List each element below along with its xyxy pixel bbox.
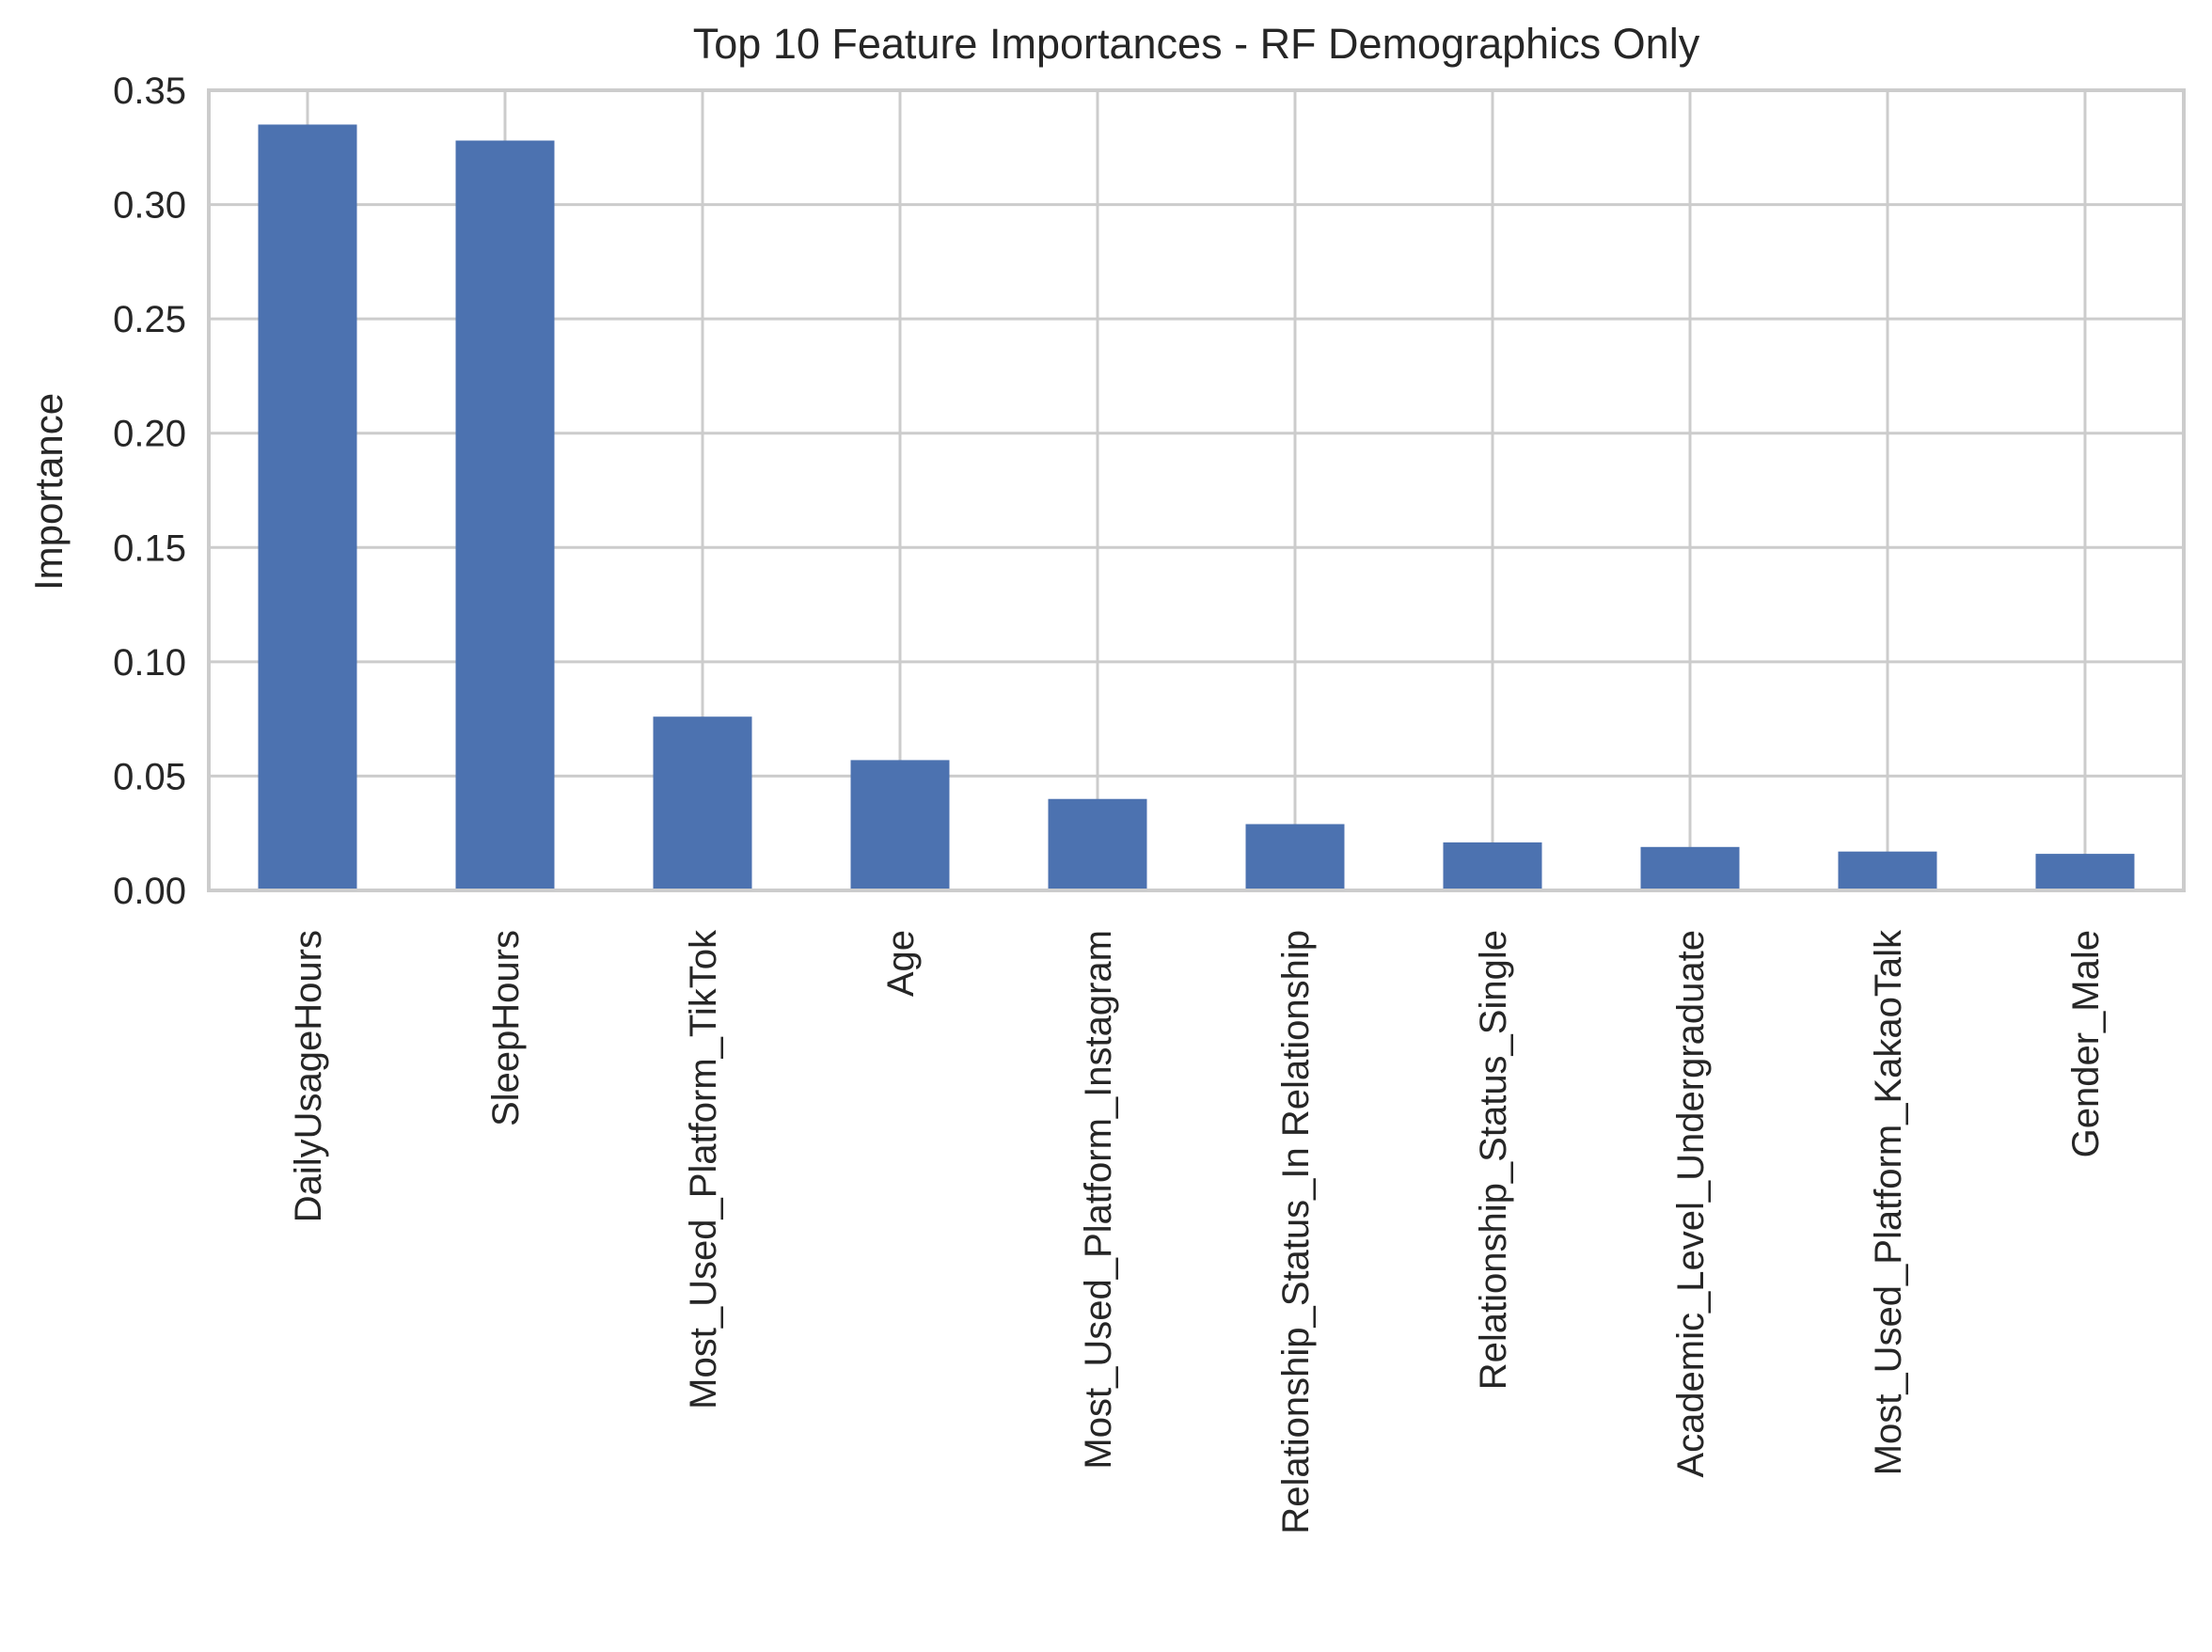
- bar-sleephours: [455, 140, 555, 890]
- bar-relationship-status-single: [1443, 842, 1542, 890]
- y-tick-label: 0.00: [113, 871, 186, 912]
- x-tick-label: SleepHours: [485, 930, 527, 1126]
- x-tick-label: Most_Used_Platform_KakaoTalk: [1868, 929, 1909, 1475]
- chart-title: Top 10 Feature Importances - RF Demograp…: [693, 20, 1700, 68]
- bar-age: [850, 760, 950, 890]
- bar-most-used-platform-instagram: [1048, 798, 1147, 890]
- bar-layer: [258, 124, 2135, 890]
- x-tick-label: Most_Used_Platform_TikTok: [683, 929, 724, 1409]
- spine-layer: [207, 88, 2186, 892]
- bar-academic-level-undergraduate: [1640, 846, 1740, 890]
- y-tick-label: 0.15: [113, 527, 186, 569]
- bar-gender-male: [2035, 854, 2135, 890]
- x-tick-label: Academic_Level_Undergraduate: [1670, 930, 1712, 1478]
- y-tick-label: 0.05: [113, 756, 186, 797]
- y-tick-labels: 0.00 0.05 0.10 0.15 0.20 0.25 0.30 0.35: [113, 71, 186, 912]
- bar-most-used-platform-tiktok: [653, 716, 752, 890]
- x-tick-label: Age: [880, 930, 922, 997]
- y-tick-label: 0.30: [113, 185, 186, 227]
- x-tick-label: Most_Used_Platform_Instagram: [1078, 930, 1119, 1470]
- bar-most-used-platform-kakaotalk: [1838, 851, 1937, 890]
- x-tick-label: DailyUsageHours: [288, 930, 329, 1222]
- y-tick-label: 0.35: [113, 71, 186, 112]
- x-tick-label: Relationship_Status_Single: [1473, 930, 1514, 1390]
- y-tick-label: 0.20: [113, 414, 186, 455]
- bar-relationship-status-in-relationship: [1245, 824, 1345, 890]
- bar-dailyusagehours: [258, 124, 357, 890]
- y-tick-label: 0.10: [113, 642, 186, 684]
- x-tick-labels: DailyUsageHours SleepHours Most_Used_Platf…: [288, 929, 2107, 1534]
- axes-frame: [207, 88, 2186, 892]
- y-axis-label: Importance: [26, 393, 71, 590]
- x-tick-label: Gender_Male: [2065, 930, 2107, 1157]
- y-tick-label: 0.25: [113, 299, 186, 340]
- x-tick-label: Relationship_Status_In Relationship: [1275, 930, 1317, 1534]
